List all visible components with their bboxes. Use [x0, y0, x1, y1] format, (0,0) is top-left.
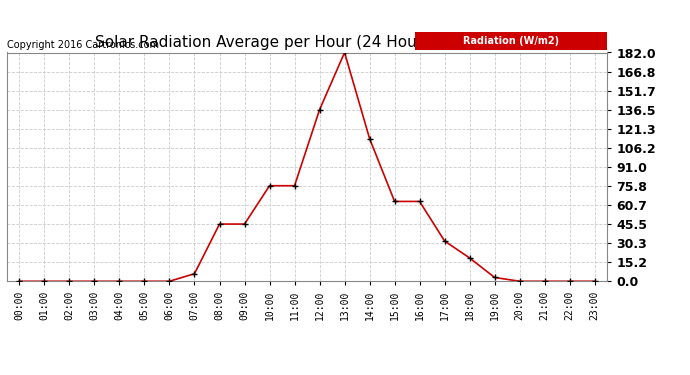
Title: Solar Radiation Average per Hour (24 Hours) 20160930: Solar Radiation Average per Hour (24 Hou… — [95, 35, 519, 50]
Text: Copyright 2016 Cartronics.com: Copyright 2016 Cartronics.com — [7, 40, 159, 50]
Text: Radiation (W/m2): Radiation (W/m2) — [463, 36, 559, 46]
FancyBboxPatch shape — [415, 32, 607, 50]
